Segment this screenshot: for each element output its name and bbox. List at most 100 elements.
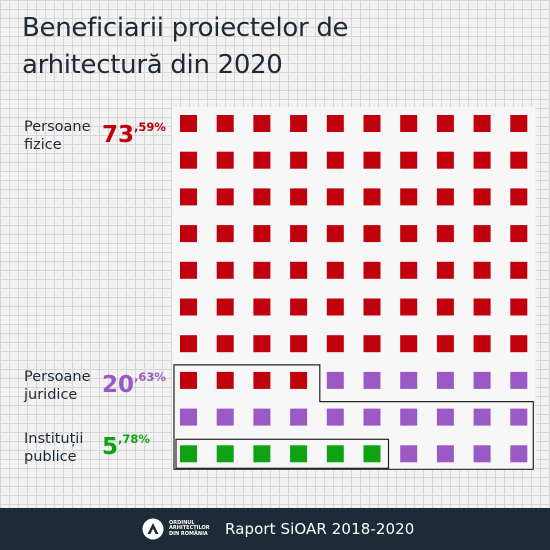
value-decimal: ,78%	[118, 432, 150, 446]
waffle-square-persoane-fizice	[180, 188, 197, 206]
waffle-square-persoane-fizice	[290, 188, 308, 206]
waffle-square-persoane-fizice	[510, 298, 528, 316]
waffle-square-persoane-fizice	[216, 298, 234, 316]
footer-report-title: Raport SiOAR 2018-2020	[225, 520, 415, 538]
waffle-square-persoane-fizice	[180, 225, 197, 243]
waffle-square-persoane-fizice	[180, 371, 197, 389]
waffle-square-persoane-fizice	[436, 335, 454, 353]
waffle-square-institu-ii-publice	[326, 445, 344, 463]
logo-line: ARHITECȚILOR	[169, 525, 210, 532]
waffle-square-persoane-fizice	[400, 225, 418, 243]
waffle-square-persoane-fizice	[253, 335, 271, 353]
waffle-square-persoane-fizice	[216, 115, 234, 132]
waffle-square-persoane-juridice	[473, 408, 491, 426]
waffle-square-persoane-fizice	[180, 261, 197, 279]
waffle-square-persoane-juridice	[436, 408, 454, 426]
waffle-square-persoane-fizice	[326, 298, 344, 316]
waffle-square-persoane-fizice	[290, 371, 308, 389]
waffle-square-persoane-juridice	[400, 371, 418, 389]
waffle-square-persoane-fizice	[473, 188, 491, 206]
waffle-square-persoane-juridice	[216, 408, 234, 426]
waffle-square-persoane-fizice	[326, 335, 344, 353]
value-decimal: ,63%	[134, 370, 166, 384]
waffle-square-persoane-juridice	[436, 371, 454, 389]
waffle-square-persoane-juridice	[363, 408, 381, 426]
logo-line: ORDINUL	[169, 519, 195, 526]
waffle-square-persoane-fizice	[510, 188, 528, 206]
waffle-square-persoane-fizice	[510, 115, 528, 132]
waffle-square-persoane-fizice	[400, 151, 418, 169]
waffle-square-persoane-fizice	[290, 115, 308, 132]
waffle-square-persoane-fizice	[363, 261, 381, 279]
waffle-square-persoane-juridice	[326, 408, 344, 426]
legend-value: 20,63%	[102, 370, 166, 398]
waffle-square-persoane-fizice	[326, 225, 344, 243]
waffle-square-persoane-juridice	[400, 408, 418, 426]
waffle-square-persoane-juridice	[473, 445, 491, 463]
waffle-square-persoane-fizice	[400, 188, 418, 206]
lower-series-outline	[173, 364, 534, 470]
waffle-square-persoane-fizice	[510, 225, 528, 243]
waffle-square-institu-ii-publice	[253, 445, 271, 463]
waffle-square-persoane-fizice	[510, 151, 528, 169]
waffle-square-persoane-fizice	[400, 298, 418, 316]
waffle-square-persoane-fizice	[216, 225, 234, 243]
public-series-outline	[175, 438, 390, 469]
waffle-square-persoane-juridice	[510, 371, 528, 389]
waffle-square-persoane-fizice	[253, 151, 271, 169]
legend-value: 5,78%	[102, 432, 150, 460]
footer-content: ORDINUL ARHITECȚILOR DIN ROMÂNIA Raport …	[142, 515, 414, 543]
waffle-square-persoane-fizice	[473, 261, 491, 279]
waffle-square-persoane-juridice	[510, 408, 528, 426]
waffle-chart	[173, 115, 534, 470]
waffle-square-persoane-fizice	[473, 225, 491, 243]
chart-title: Beneficiarii proiectelor de arhitectură …	[22, 13, 349, 80]
legend-label: Persoane juridice	[24, 369, 91, 403]
waffle-square-persoane-fizice	[290, 261, 308, 279]
waffle-square-persoane-fizice	[180, 335, 197, 353]
waffle-square-persoane-fizice	[290, 225, 308, 243]
waffle-square-persoane-juridice	[436, 445, 454, 463]
waffle-square-persoane-fizice	[363, 115, 381, 132]
waffle-square-persoane-fizice	[473, 115, 491, 132]
waffle-square-persoane-fizice	[253, 261, 271, 279]
waffle-square-persoane-fizice	[436, 261, 454, 279]
waffle-square-institu-ii-publice	[216, 445, 234, 463]
waffle-square-persoane-fizice	[473, 151, 491, 169]
waffle-square-persoane-fizice	[363, 188, 381, 206]
waffle-square-persoane-juridice	[473, 371, 491, 389]
waffle-square-persoane-fizice	[363, 335, 381, 353]
waffle-square-persoane-fizice	[290, 298, 308, 316]
logo-text: ORDINUL ARHITECȚILOR DIN ROMÂNIA	[169, 519, 213, 538]
waffle-square-persoane-fizice	[363, 225, 381, 243]
waffle-square-persoane-fizice	[216, 261, 234, 279]
waffle-square-persoane-juridice	[253, 408, 271, 426]
waffle-square-persoane-fizice	[436, 225, 454, 243]
waffle-square-persoane-juridice	[180, 408, 197, 426]
waffle-square-institu-ii-publice	[363, 445, 381, 463]
waffle-square-persoane-fizice	[473, 335, 491, 353]
waffle-square-persoane-fizice	[326, 261, 344, 279]
waffle-square-persoane-fizice	[326, 115, 344, 132]
waffle-square-persoane-fizice	[216, 188, 234, 206]
waffle-square-persoane-juridice	[510, 445, 528, 463]
waffle-square-persoane-fizice	[473, 298, 491, 316]
waffle-square-persoane-fizice	[436, 151, 454, 169]
waffle-square-persoane-fizice	[180, 298, 197, 316]
waffle-square-persoane-fizice	[400, 115, 418, 132]
legend-value: 73,59%	[102, 120, 166, 148]
waffle-square-persoane-fizice	[180, 151, 197, 169]
oar-logo-icon	[142, 518, 164, 540]
waffle-square-institu-ii-publice	[180, 445, 197, 463]
waffle-square-persoane-fizice	[253, 225, 271, 243]
waffle-square-persoane-fizice	[436, 115, 454, 132]
waffle-square-persoane-fizice	[180, 115, 197, 132]
waffle-square-persoane-fizice	[400, 335, 418, 353]
waffle-square-persoane-fizice	[326, 151, 344, 169]
waffle-square-persoane-fizice	[363, 151, 381, 169]
value-integer: 5	[102, 434, 119, 460]
waffle-square-persoane-fizice	[436, 188, 454, 206]
value-decimal: ,59%	[134, 120, 166, 134]
value-integer: 20	[102, 372, 135, 398]
waffle-square-persoane-fizice	[326, 188, 344, 206]
